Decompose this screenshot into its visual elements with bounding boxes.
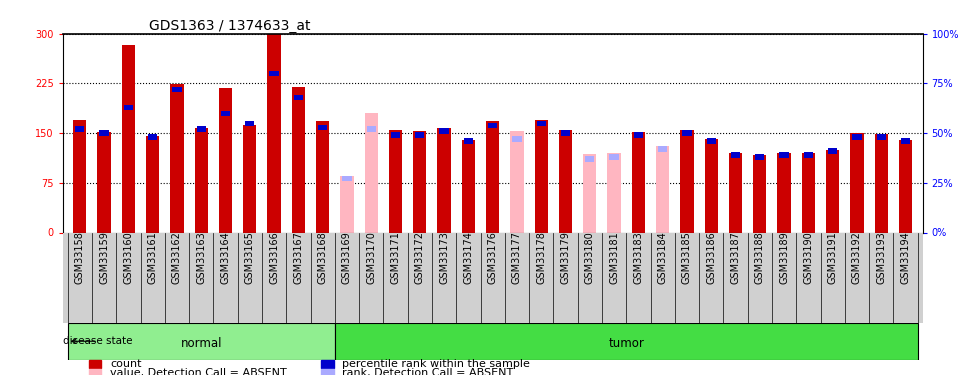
- Bar: [608, 153, 621, 232]
- Bar: [534, 120, 548, 232]
- Bar: [99, 130, 109, 136]
- Bar: [268, 14, 281, 232]
- Bar: [680, 130, 694, 232]
- Bar: [656, 146, 669, 232]
- Bar: [340, 176, 354, 232]
- Bar: [559, 130, 572, 232]
- Bar: [706, 138, 716, 144]
- Bar: [561, 130, 570, 136]
- Bar: [389, 130, 402, 232]
- Bar: [778, 153, 791, 232]
- Bar: [391, 132, 400, 138]
- Bar: [464, 138, 473, 144]
- Text: rank, Detection Call = ABSENT: rank, Detection Call = ABSENT: [342, 368, 514, 375]
- Bar: [73, 120, 87, 232]
- Bar: [610, 154, 619, 160]
- Bar: [219, 88, 232, 232]
- Bar: [728, 153, 742, 232]
- Bar: [755, 154, 764, 160]
- Bar: [682, 130, 692, 136]
- Bar: [335, 322, 918, 360]
- Bar: [898, 140, 912, 232]
- Bar: [321, 360, 333, 368]
- Bar: [753, 155, 766, 232]
- Bar: [850, 133, 864, 232]
- Bar: [510, 131, 524, 232]
- Bar: [462, 140, 475, 232]
- Bar: [89, 369, 101, 375]
- Bar: [731, 152, 740, 157]
- Bar: [68, 322, 335, 360]
- Bar: [828, 148, 838, 154]
- Bar: [270, 71, 279, 76]
- Text: percentile rank within the sample: percentile rank within the sample: [342, 359, 530, 369]
- Text: tumor: tumor: [609, 337, 644, 350]
- Bar: [415, 132, 424, 138]
- Bar: [243, 124, 257, 232]
- Bar: [802, 153, 815, 232]
- Bar: [321, 369, 333, 375]
- Bar: [122, 45, 135, 232]
- Bar: [874, 135, 888, 232]
- Bar: [316, 121, 329, 232]
- Bar: [292, 87, 305, 232]
- Bar: [583, 154, 596, 232]
- Bar: [486, 121, 499, 232]
- Text: disease state: disease state: [64, 336, 132, 346]
- Bar: [440, 129, 449, 134]
- Text: count: count: [110, 359, 142, 369]
- Bar: [536, 120, 546, 126]
- Bar: [342, 176, 352, 182]
- Bar: [585, 156, 594, 162]
- Bar: [364, 113, 378, 232]
- Bar: [438, 129, 451, 232]
- Bar: [826, 150, 839, 232]
- Bar: [194, 129, 208, 232]
- Bar: [512, 136, 522, 142]
- Bar: [245, 120, 254, 126]
- Bar: [413, 131, 426, 232]
- Bar: [75, 126, 84, 132]
- Bar: [89, 360, 101, 368]
- Bar: [124, 105, 133, 110]
- Bar: [366, 126, 376, 132]
- Bar: [804, 152, 813, 157]
- Bar: [876, 135, 886, 140]
- Bar: [148, 135, 157, 140]
- Text: GDS1363 / 1374633_at: GDS1363 / 1374633_at: [149, 19, 310, 33]
- Bar: [852, 135, 862, 140]
- Bar: [901, 138, 910, 144]
- Bar: [318, 124, 327, 130]
- Bar: [488, 123, 497, 128]
- Bar: [658, 146, 668, 152]
- Bar: [632, 132, 645, 232]
- Bar: [196, 126, 206, 132]
- Bar: [172, 87, 182, 92]
- Bar: [294, 95, 303, 100]
- Bar: [221, 111, 230, 116]
- Bar: [704, 139, 718, 232]
- Bar: [146, 136, 159, 232]
- Bar: [170, 84, 184, 232]
- Text: value, Detection Call = ABSENT: value, Detection Call = ABSENT: [110, 368, 287, 375]
- Bar: [780, 152, 789, 157]
- Text: normal: normal: [181, 337, 222, 350]
- Bar: [634, 132, 643, 138]
- Bar: [98, 132, 111, 232]
